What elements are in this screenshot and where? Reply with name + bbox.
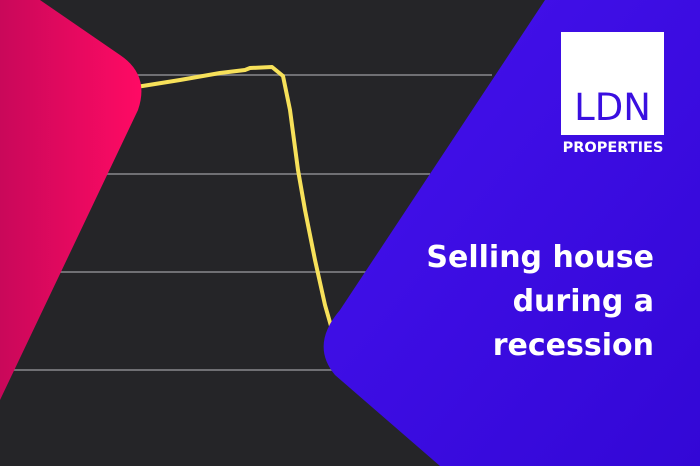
logo-subtitle: PROPERTIES <box>562 140 664 156</box>
logo: LDN <box>561 32 664 135</box>
headline: Selling house during a recession <box>426 240 654 363</box>
logo-mark: LDN <box>574 86 651 129</box>
pink-shape <box>0 0 142 400</box>
trend-line <box>128 65 337 342</box>
